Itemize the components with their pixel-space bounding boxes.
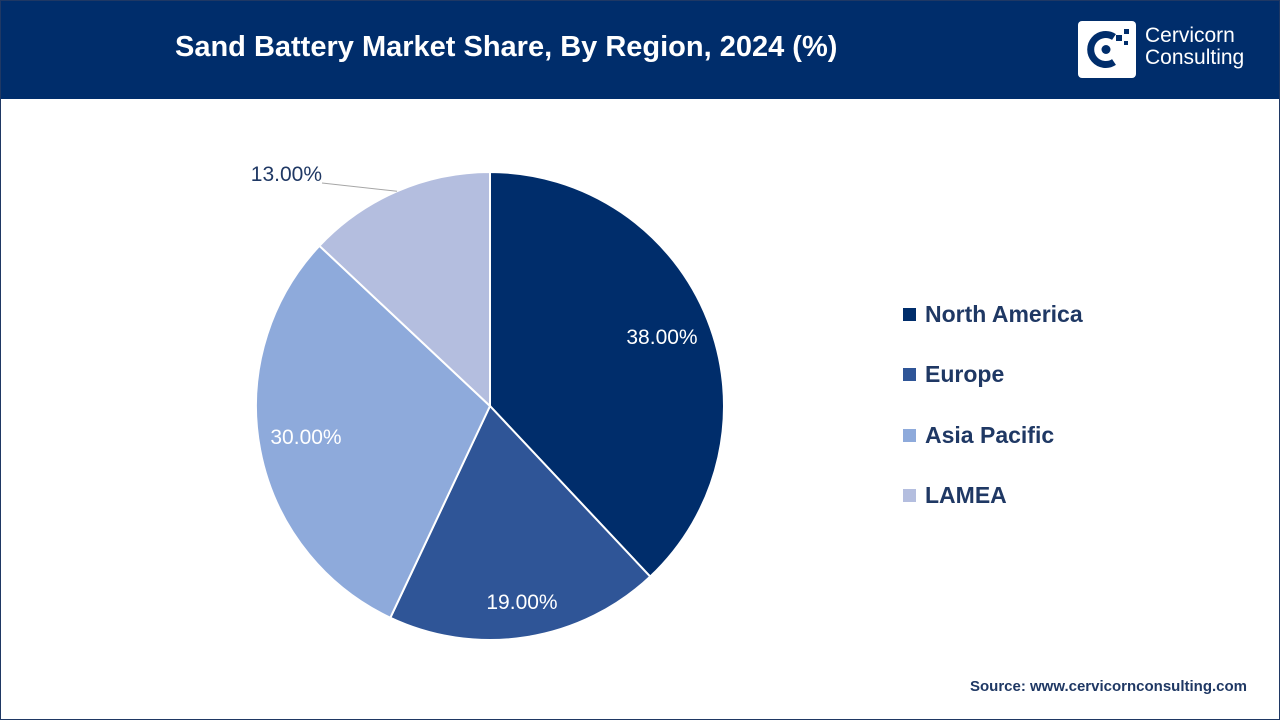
logo-line-2: Consulting: [1145, 46, 1245, 69]
cervicorn-logo-icon: [1078, 21, 1136, 78]
pie-slice-north-america: [489, 170, 725, 578]
logo-line-1: Cervicorn: [1145, 24, 1235, 47]
source-note: Source: www.cervicornconsulting.com: [969, 678, 1247, 695]
company-logo-text: Cervicorn Consulting: [1145, 25, 1244, 69]
legend: North America Europe Asia Pacific LAMEA: [903, 299, 1083, 541]
header-bar: Sand Battery Market Share, By Region, 20…: [1, 1, 1279, 99]
legend-swatch: [903, 368, 916, 381]
legend-item-asia-pacific: Asia Pacific: [903, 420, 1083, 450]
legend-label: North America: [925, 300, 1083, 327]
chart-title: Sand Battery Market Share, By Region, 20…: [175, 31, 838, 63]
data-label-north-america: 38.00%: [626, 326, 697, 349]
legend-label: LAMEA: [925, 482, 1007, 508]
pie-slice-lamea: [318, 170, 491, 409]
data-label-asia-pacific: 30.00%: [270, 426, 341, 449]
pie-slice-europe: [389, 404, 652, 641]
pie-slice-asia-pacific: [254, 244, 492, 620]
data-label-lamea: 13.00%: [251, 163, 322, 186]
pie-chart: 38.00% 19.00% 30.00% 13.00%: [251, 163, 725, 641]
legend-item-lamea: LAMEA: [903, 481, 1083, 511]
data-label-europe: 19.00%: [486, 591, 557, 614]
legend-swatch: [903, 489, 916, 502]
legend-item-europe: Europe: [903, 360, 1083, 390]
legend-swatch: [903, 428, 916, 442]
leader-line-lamea: [321, 182, 398, 192]
legend-swatch: [903, 307, 916, 321]
legend-label: Asia Pacific: [925, 421, 1055, 448]
legend-item-north-america: North America: [903, 299, 1083, 329]
legend-label: Europe: [925, 361, 1005, 387]
